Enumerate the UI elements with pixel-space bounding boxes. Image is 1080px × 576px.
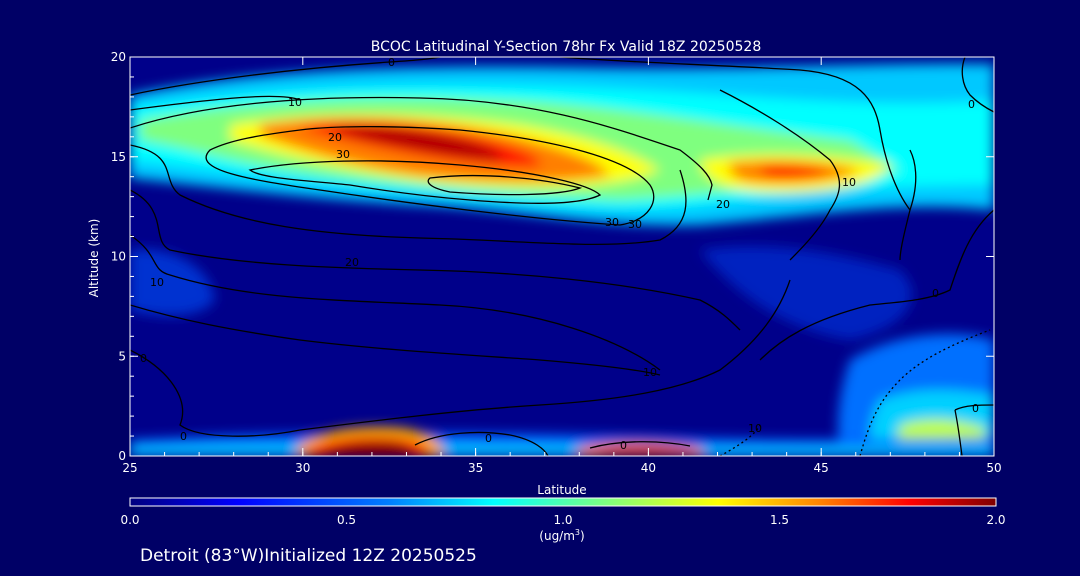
colorbar: [129, 497, 997, 507]
colorbar-ticks: 0.0 0.5 1.0 1.5 2.0: [120, 513, 1005, 527]
x-tick-label: 30: [295, 461, 310, 475]
colorbar-tick-label: 0.5: [337, 513, 356, 527]
contour-label: 30: [336, 148, 350, 161]
contour-label: 0: [972, 402, 979, 415]
contour-lines: [130, 57, 994, 456]
x-tick-label: 25: [122, 461, 137, 475]
footer-info: Detroit (83°W)Initialized 12Z 20250525: [140, 546, 477, 566]
colorbar-tick-label: 2.0: [986, 513, 1005, 527]
y-tick-label: 15: [111, 150, 126, 164]
x-axis-label: Latitude: [537, 483, 586, 497]
contour-label: 10: [288, 96, 302, 109]
chart-title: BCOC Latitudinal Y-Section 78hr Fx Valid…: [371, 39, 761, 55]
x-axis: 25 30 35 40 45 50: [122, 57, 1002, 475]
colorbar-tick-label: 0.0: [120, 513, 139, 527]
x-tick-label: 40: [641, 461, 656, 475]
contour-label: 0: [388, 56, 395, 69]
colorbar-tick-label: 1.5: [770, 513, 789, 527]
x-tick-label: 35: [468, 461, 483, 475]
heatmap-field: [130, 57, 994, 456]
contour-label: 30: [605, 216, 619, 229]
contour-label: 0: [140, 352, 147, 365]
y-tick-label: 5: [118, 349, 126, 363]
contour-label: 20: [328, 131, 342, 144]
contour-label: 10: [150, 276, 164, 289]
contour-label: 30: [628, 218, 642, 231]
contour-label: 10: [643, 366, 657, 379]
x-tick-label: 45: [814, 461, 829, 475]
contour-label: 0: [968, 98, 975, 111]
y-tick-label: 10: [111, 250, 126, 264]
contour-label: 0: [485, 432, 492, 445]
y-tick-label: 0: [118, 449, 126, 463]
contour-labels: 0 10 20 30 30 20 10 0 20 30 10 10 0 0 0 …: [140, 56, 979, 452]
contour-label: 10: [842, 176, 856, 189]
colorbar-tick-label: 1.0: [553, 513, 572, 527]
contour-label: 0: [180, 430, 187, 443]
y-axis: 0 5 10 15 20: [111, 50, 994, 463]
colorbar-unit-label: (ug/m3): [539, 528, 584, 543]
x-tick-label: 50: [986, 461, 1001, 475]
contour-label: 20: [716, 198, 730, 211]
contour-label: 0: [932, 287, 939, 300]
contour-label: 10: [748, 422, 762, 435]
y-axis-label: Altitude (km): [87, 219, 101, 298]
contour-label: 20: [345, 256, 359, 269]
y-tick-label: 20: [111, 50, 126, 64]
contour-label: 0: [620, 439, 627, 452]
